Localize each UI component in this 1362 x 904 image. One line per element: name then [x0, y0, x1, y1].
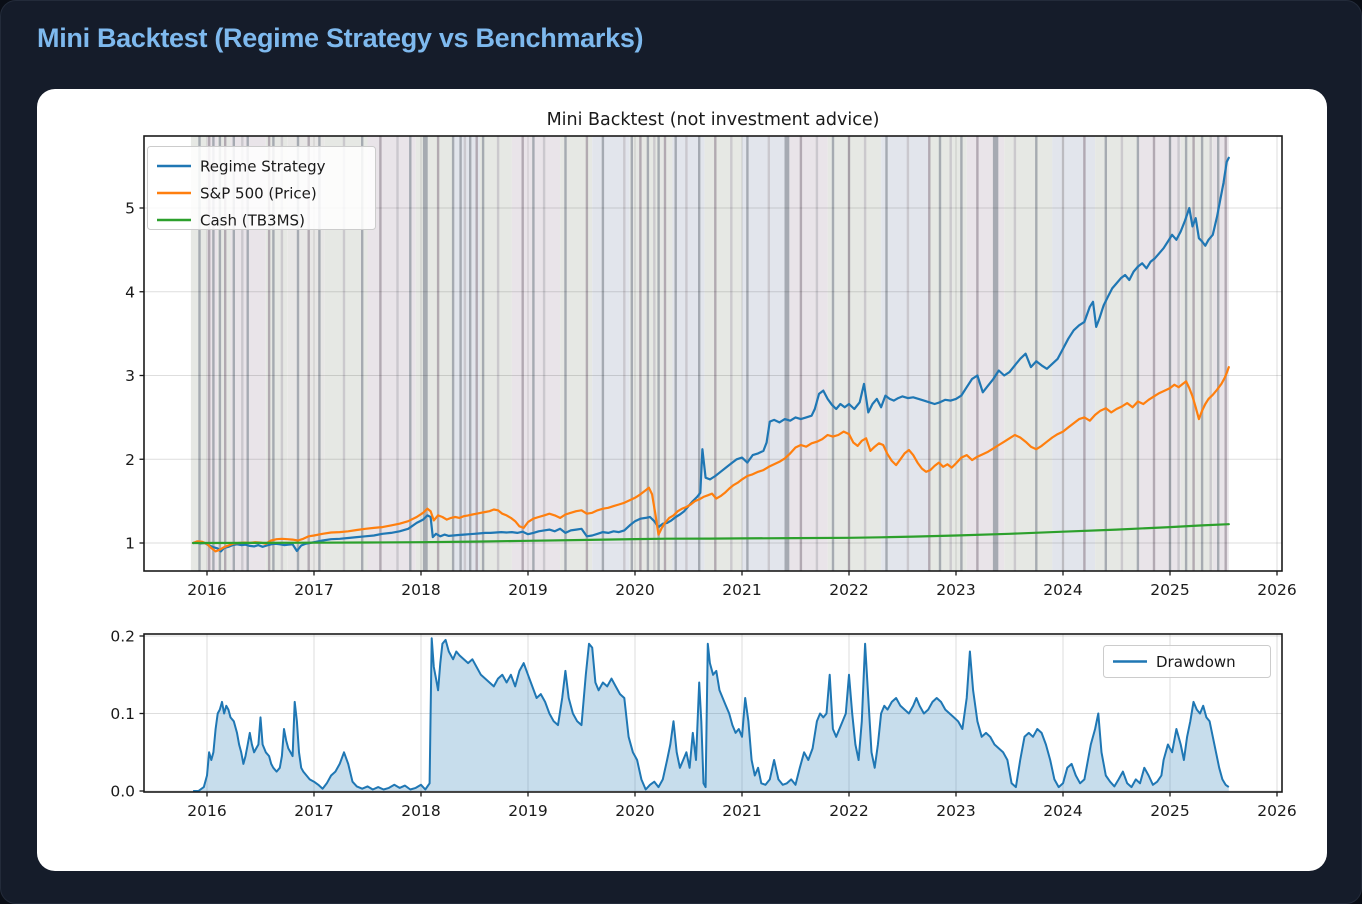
drawdown-area [193, 638, 1229, 791]
svg-text:4: 4 [125, 283, 135, 301]
svg-text:2024: 2024 [1043, 581, 1082, 599]
series-regime-strategy [192, 156, 1230, 553]
svg-text:Drawdown: Drawdown [1156, 653, 1236, 671]
drawdown-series [193, 637, 1230, 792]
svg-text:2022: 2022 [829, 581, 868, 599]
equity-y-ticks: 1 2 3 4 5 [125, 200, 144, 553]
svg-text:2025: 2025 [1150, 581, 1189, 599]
svg-text:2025: 2025 [1150, 802, 1189, 820]
drawdown-x-ticks: 2016 2017 2018 2019 2020 2021 2022 2023 2024 2025… [187, 792, 1297, 820]
svg-text:Cash (TB3MS): Cash (TB3MS) [200, 212, 305, 230]
svg-text:2024: 2024 [1043, 802, 1082, 820]
svg-text:2018: 2018 [401, 802, 440, 820]
svg-text:0.0: 0.0 [110, 783, 135, 801]
svg-text:Regime Strategy: Regime Strategy [200, 158, 326, 176]
svg-text:2021: 2021 [722, 802, 761, 820]
svg-text:0.1: 0.1 [110, 705, 135, 723]
equity-grid [144, 136, 1282, 571]
series-s-p-500-price- [192, 366, 1230, 553]
svg-text:S&P 500 (Price): S&P 500 (Price) [200, 185, 317, 203]
figure-title: Mini Backtest (not investment advice) [547, 110, 880, 130]
equity-spines [143, 135, 1283, 572]
svg-text:2026: 2026 [1257, 581, 1296, 599]
svg-text:2020: 2020 [615, 802, 654, 820]
svg-text:2018: 2018 [401, 581, 440, 599]
svg-text:Mini Backtest (not investment: Mini Backtest (not investment advice) [547, 110, 880, 130]
svg-text:2023: 2023 [936, 581, 975, 599]
equity-x-ticks: 2016 2017 2018 2019 2020 2021 2022 2023 2024 2025… [187, 571, 1297, 599]
drawdown-grid [144, 634, 1282, 792]
equity-legend: Regime Strategy S&P 500 (Price) Cash (TB3M… [147, 146, 376, 230]
svg-text:2019: 2019 [508, 802, 547, 820]
svg-text:3: 3 [125, 367, 135, 385]
svg-text:5: 5 [125, 200, 135, 218]
svg-text:2: 2 [125, 451, 135, 469]
svg-text:2021: 2021 [722, 581, 761, 599]
svg-text:2017: 2017 [294, 581, 333, 599]
series-cash-tb3ms- [192, 523, 1230, 545]
svg-text:2026: 2026 [1257, 802, 1296, 820]
svg-text:2016: 2016 [187, 581, 226, 599]
svg-text:0.2: 0.2 [110, 628, 135, 646]
svg-text:2023: 2023 [936, 802, 975, 820]
svg-text:2019: 2019 [508, 581, 547, 599]
svg-text:2017: 2017 [294, 802, 333, 820]
drawdown-y-ticks: 0.0 0.1 0.2 [110, 628, 144, 801]
svg-text:2020: 2020 [615, 581, 654, 599]
page-title: Mini Backtest (Regime Strategy vs Benchm… [37, 23, 644, 53]
drawdown-legend: Drawdown [1103, 645, 1271, 678]
chart-card: 2016 2017 2018 2019 2020 2021 2022 2023 2024 2025… [37, 89, 1327, 871]
backtest-figure: 2016 2017 2018 2019 2020 2021 2022 2023 2024 2025… [110, 110, 1297, 820]
equity-series [192, 156, 1230, 553]
svg-text:1: 1 [125, 535, 135, 553]
drawdown-line [193, 637, 1230, 792]
svg-text:2016: 2016 [187, 802, 226, 820]
svg-text:2022: 2022 [829, 802, 868, 820]
